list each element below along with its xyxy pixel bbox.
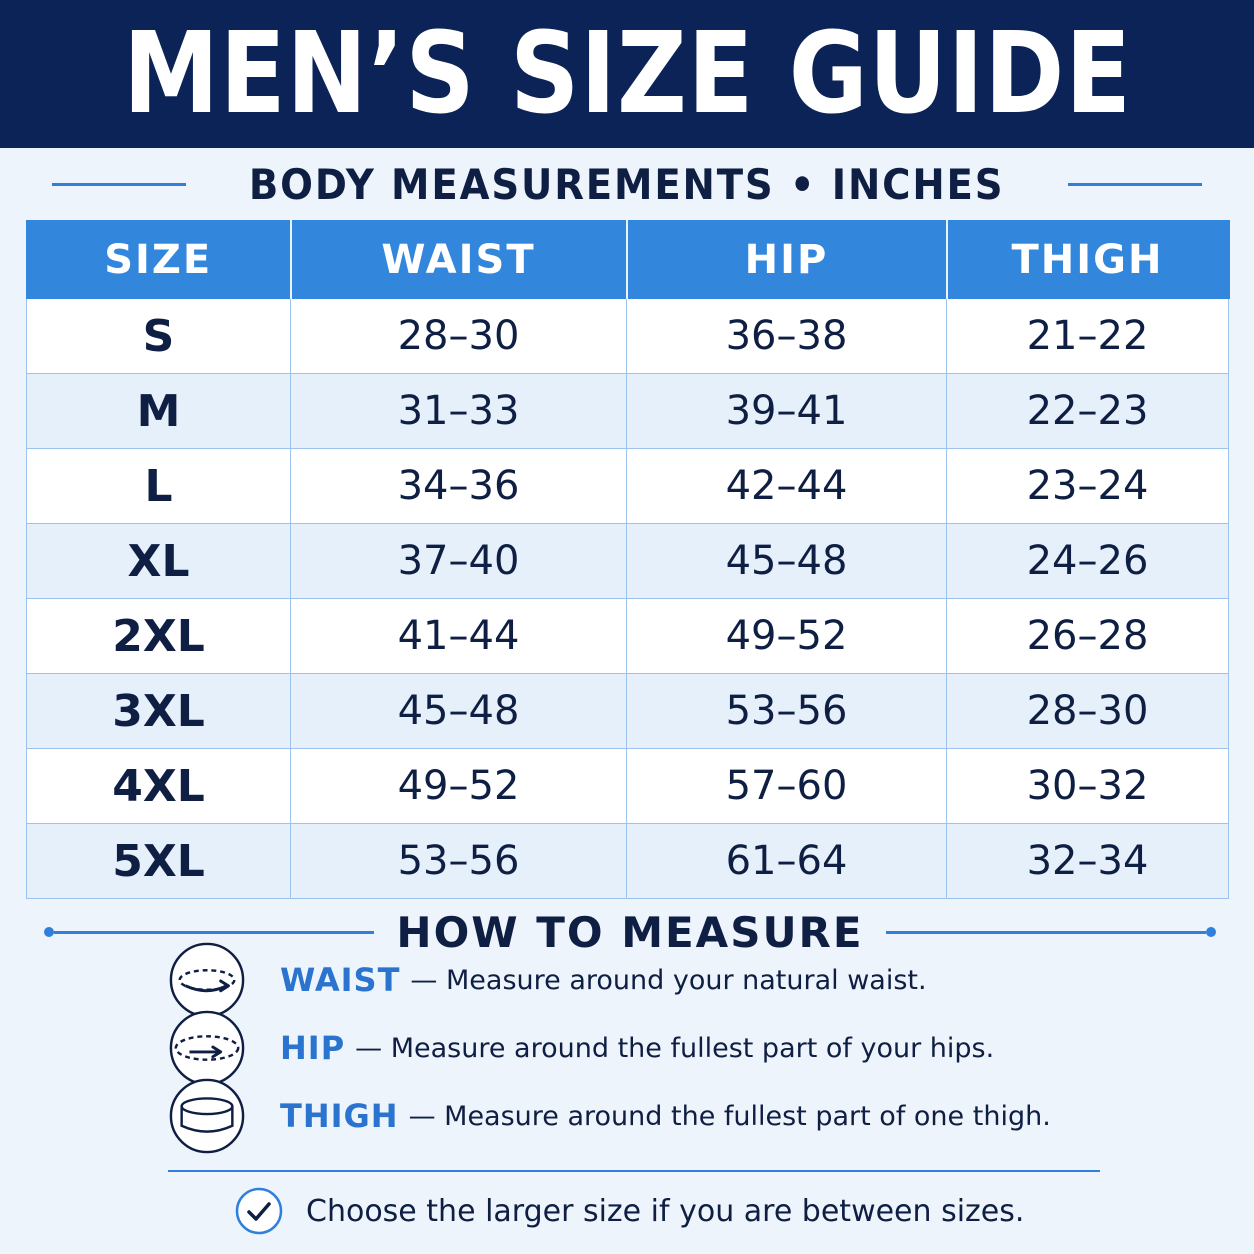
thigh-tape-icon <box>169 1078 245 1154</box>
measure-desc-thigh: — Measure around the fullest part of one… <box>408 1100 1051 1132</box>
subtitle-row: BODY MEASUREMENTS • INCHES <box>52 158 1202 210</box>
cell-size: 4XL <box>26 748 291 824</box>
table-row: 5XL 53–56 61–64 32–34 <box>26 823 1229 899</box>
header-waist: WAIST <box>290 220 628 299</box>
cell-size: 5XL <box>26 823 291 899</box>
table-row: M 31–33 39–41 22–23 <box>26 373 1229 449</box>
divider-right <box>885 930 1206 934</box>
cell-thigh: 24–26 <box>946 523 1229 599</box>
measure-label-hip: HIP <box>280 1029 346 1067</box>
table-row: XL 37–40 45–48 24–26 <box>26 523 1229 599</box>
cell-hip: 61–64 <box>626 823 947 899</box>
hip-tape-icon <box>169 1010 245 1086</box>
cell-waist: 34–36 <box>290 448 627 524</box>
cell-waist: 37–40 <box>290 523 627 599</box>
cell-waist: 28–30 <box>290 298 627 374</box>
checkmark-icon <box>235 1187 283 1235</box>
bottom-divider <box>168 1170 1100 1172</box>
cell-hip: 53–56 <box>626 673 947 749</box>
cell-hip: 49–52 <box>626 598 947 674</box>
cell-thigh: 32–34 <box>946 823 1229 899</box>
divider-right <box>1067 182 1202 186</box>
cell-waist: 41–44 <box>290 598 627 674</box>
cell-waist: 31–33 <box>290 373 627 449</box>
measure-label-thigh: THIGH <box>280 1097 399 1135</box>
waist-tape-icon <box>169 942 245 1018</box>
cell-size: XL <box>26 523 291 599</box>
header-size: SIZE <box>26 220 292 299</box>
divider-dot-left <box>44 927 54 937</box>
divider-left <box>52 182 187 186</box>
measure-desc-hip: — Measure around the fullest part of you… <box>355 1032 995 1064</box>
divider-dot-right <box>1206 927 1216 937</box>
cell-waist: 53–56 <box>290 823 627 899</box>
measure-label-waist: WAIST <box>280 961 401 999</box>
measure-item-hip: HIP — Measure around the fullest part of… <box>168 1010 1108 1086</box>
cell-size: 3XL <box>26 673 291 749</box>
cell-thigh: 22–23 <box>946 373 1229 449</box>
cell-waist: 49–52 <box>290 748 627 824</box>
header-thigh: THIGH <box>946 220 1230 299</box>
tip-text: Choose the larger size if you are betwee… <box>306 1193 1025 1229</box>
table-row: S 28–30 36–38 21–22 <box>26 298 1229 374</box>
cell-thigh: 28–30 <box>946 673 1229 749</box>
size-table: SIZE WAIST HIP THIGH S 28–30 36–38 21–22 M 31… <box>26 220 1230 899</box>
measure-item-waist: WAIST — Measure around your natural wais… <box>168 942 1108 1018</box>
table-row: 2XL 41–44 49–52 26–28 <box>26 598 1229 674</box>
cell-waist: 45–48 <box>290 673 627 749</box>
cell-thigh: 23–24 <box>946 448 1229 524</box>
cell-hip: 36–38 <box>626 298 947 374</box>
table-row: 4XL 49–52 57–60 30–32 <box>26 748 1229 824</box>
measure-desc-waist: — Measure around your natural waist. <box>410 964 927 996</box>
measure-item-thigh: THIGH — Measure around the fullest part … <box>168 1078 1108 1154</box>
page-title: MEN’S SIZE GUIDE <box>122 9 1132 139</box>
cell-hip: 42–44 <box>626 448 947 524</box>
cell-hip: 39–41 <box>626 373 947 449</box>
cell-size: S <box>26 298 291 374</box>
measure-list: WAIST — Measure around your natural wais… <box>168 942 1108 1154</box>
how-to-measure-heading-row: HOW TO MEASURE <box>44 906 1216 958</box>
header-hip: HIP <box>626 220 948 299</box>
cell-thigh: 30–32 <box>946 748 1229 824</box>
subtitle: BODY MEASUREMENTS • INCHES <box>249 159 1005 209</box>
cell-hip: 45–48 <box>626 523 947 599</box>
how-to-measure-heading: HOW TO MEASURE <box>396 907 864 957</box>
divider-left <box>54 930 375 934</box>
title-banner: MEN’S SIZE GUIDE <box>0 0 1254 148</box>
cell-thigh: 26–28 <box>946 598 1229 674</box>
table-row: 3XL 45–48 53–56 28–30 <box>26 673 1229 749</box>
cell-size: L <box>26 448 291 524</box>
table-header-row: SIZE WAIST HIP THIGH <box>26 220 1230 299</box>
tip-row: Choose the larger size if you are betwee… <box>234 1186 1024 1236</box>
table-row: L 34–36 42–44 23–24 <box>26 448 1229 524</box>
cell-size: M <box>26 373 291 449</box>
cell-hip: 57–60 <box>626 748 947 824</box>
cell-size: 2XL <box>26 598 291 674</box>
cell-thigh: 21–22 <box>946 298 1229 374</box>
